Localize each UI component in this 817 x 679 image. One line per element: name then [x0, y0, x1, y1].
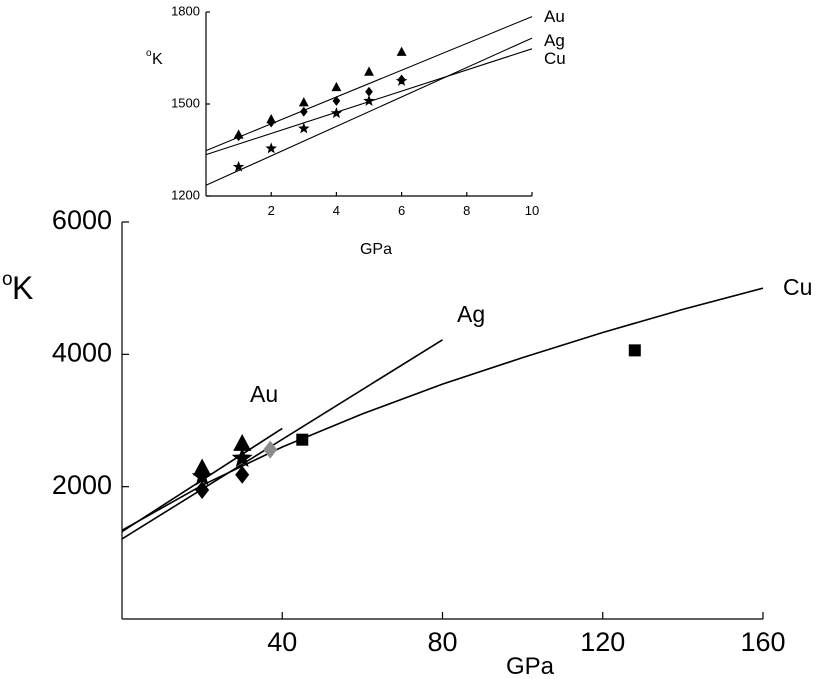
inset-chart: 1200 1500 1800 2 4 6 8 10 GPa o K Au Ag …	[146, 3, 566, 258]
main-diamond-marker	[263, 440, 278, 459]
main-fit-lines	[121, 287, 764, 540]
inset-x-tick-label-6: 6	[398, 203, 405, 218]
main-fit-line-cu	[121, 287, 764, 532]
main-ticks	[122, 221, 764, 619]
inset-y-tick-label-1500: 1500	[171, 95, 200, 110]
inset-star-marker	[298, 122, 310, 134]
main-y-tick-label-4000: 4000	[52, 337, 112, 367]
inset-fit-line-ag	[205, 37, 533, 186]
inset-triangle-marker	[396, 46, 407, 56]
inset-star-marker	[232, 160, 245, 172]
main-diamond-marker	[235, 465, 250, 484]
main-triangle-marker	[233, 434, 252, 451]
main-square-marker	[628, 344, 641, 357]
inset-fit-line-au	[205, 16, 533, 152]
inset-star-marker	[265, 142, 277, 154]
main-x-tick-label-40: 40	[267, 627, 297, 657]
main-line-label-ag: Ag	[457, 301, 485, 327]
main-x-tick-label-80: 80	[427, 627, 457, 657]
main-star-marker	[231, 447, 253, 468]
inset-line-label-au: Au	[544, 7, 565, 26]
main-diamond-marker	[195, 480, 210, 499]
inset-x-tick-label-10: 10	[525, 203, 539, 218]
main-star-marker	[191, 465, 213, 486]
inset-star-marker	[363, 94, 375, 106]
inset-diamond-marker	[267, 117, 276, 128]
inset-y-axis-label: K	[152, 51, 163, 68]
main-x-tick-label-160: 160	[740, 627, 785, 657]
main-fit-line-ag	[121, 339, 443, 540]
inset-x-tick-label-4: 4	[333, 203, 340, 218]
main-line-label-cu: Cu	[783, 274, 812, 300]
inset-x-tick-label-8: 8	[463, 203, 470, 218]
inset-diamond-marker	[234, 131, 243, 142]
inset-star-marker	[330, 107, 343, 119]
main-markers	[191, 344, 641, 499]
inset-triangle-marker	[364, 66, 374, 76]
main-y-axis-label-degree: o	[2, 269, 13, 290]
inset-x-axis-label: GPa	[360, 241, 392, 258]
inset-y-tick-label-1800: 1800	[171, 3, 200, 18]
inset-markers	[232, 46, 408, 172]
inset-diamond-marker	[365, 86, 373, 97]
inset-line-label-ag: Ag	[544, 31, 565, 50]
inset-y-tick-label-1200: 1200	[171, 187, 200, 202]
main-x-tick-label-120: 120	[580, 627, 625, 657]
main-y-axis-label: K	[12, 270, 33, 306]
inset-y-axis-label-degree: o	[146, 48, 152, 59]
inset-line-label-cu: Cu	[544, 49, 566, 68]
inset-triangle-marker	[298, 97, 309, 107]
inset-star-marker	[395, 74, 408, 86]
main-y-tick-label-6000: 6000	[52, 205, 112, 235]
main-chart: 2000 4000 6000 40 80 120 160 GPa o K Au …	[2, 205, 812, 679]
main-x-axis-label: GPa	[506, 653, 555, 679]
inset-x-tick-label-2: 2	[268, 203, 275, 218]
main-line-label-au: Au	[250, 381, 278, 407]
inset-diamond-marker	[299, 106, 308, 117]
inset-triangle-marker	[331, 81, 342, 92]
inset-diamond-marker	[332, 95, 341, 106]
main-y-tick-label-2000: 2000	[52, 470, 112, 500]
inset-ticks	[206, 11, 533, 197]
main-square-marker	[296, 433, 309, 446]
